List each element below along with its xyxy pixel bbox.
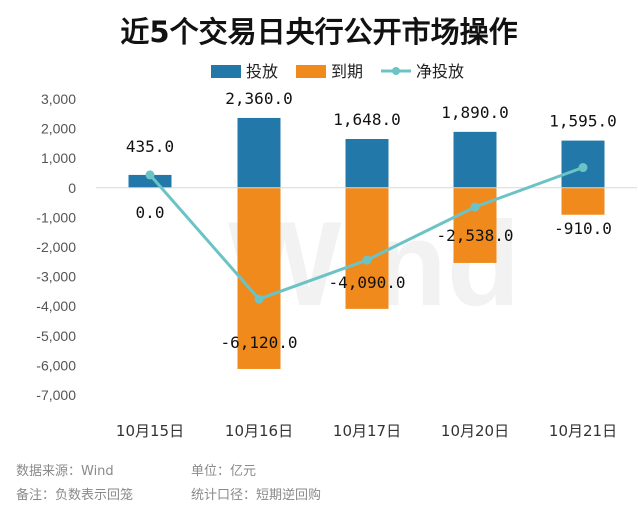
net-line bbox=[145, 163, 588, 304]
bar-daoqi bbox=[237, 187, 281, 369]
net-line-point bbox=[470, 202, 480, 212]
legend-label-net: 净投放 bbox=[416, 62, 464, 81]
legend-label-touzhi: 投放 bbox=[246, 62, 278, 81]
y-tick-label: 2,000 bbox=[41, 121, 76, 137]
net-line-point bbox=[362, 255, 372, 265]
y-tick-label: 3,000 bbox=[41, 91, 76, 107]
y-tick-label: -2,000 bbox=[36, 239, 76, 255]
legend: 投放 到期 净投放 bbox=[211, 62, 464, 81]
data-label-touzhi: 2,360.0 bbox=[225, 89, 292, 108]
legend-label-daoqi: 到期 bbox=[331, 62, 363, 81]
bar-touzhi bbox=[128, 174, 172, 188]
chart-title: 近5个交易日央行公开市场操作 bbox=[120, 15, 517, 49]
data-label-touzhi: 435.0 bbox=[126, 137, 174, 156]
legend-marker-net bbox=[392, 67, 400, 75]
data-label-touzhi: 1,890.0 bbox=[441, 103, 508, 122]
y-tick-label: -7,000 bbox=[36, 387, 76, 403]
x-tick-label: 10月21日 bbox=[549, 422, 617, 440]
y-tick-label: -4,000 bbox=[36, 298, 76, 314]
data-label-daoqi: -6,120.0 bbox=[220, 333, 297, 352]
data-label-daoqi: -4,090.0 bbox=[328, 273, 405, 292]
net-line-point bbox=[578, 163, 588, 173]
footer-note: 备注：负数表示回笼 bbox=[16, 488, 134, 503]
bar-daoqi bbox=[345, 187, 389, 309]
x-tick-label: 10月17日 bbox=[333, 422, 401, 440]
footer-scope: 统计口径：短期逆回购 bbox=[191, 488, 322, 503]
x-tick-label: 10月16日 bbox=[225, 422, 293, 440]
data-labels: 435.0 0.0 2,360.0 -6,120.0 1,648.0 -4,090.0 1,… bbox=[126, 89, 617, 352]
legend-swatch-daoqi bbox=[296, 65, 326, 78]
x-tick-label: 10月20日 bbox=[441, 422, 509, 440]
chart-area: Wind 近5个交易日央行公开市场操作 投放 到期 净投放 3,0002,000… bbox=[36, 15, 637, 440]
y-tick-label: -6,000 bbox=[36, 357, 76, 373]
data-label-daoqi: -2,538.0 bbox=[436, 226, 513, 245]
bars bbox=[96, 117, 637, 369]
y-tick-label: 1,000 bbox=[41, 150, 76, 166]
data-label-daoqi: 0.0 bbox=[136, 203, 165, 222]
x-tick-label: 10月15日 bbox=[116, 422, 184, 440]
y-tick-label: -3,000 bbox=[36, 269, 76, 285]
bar-touzhi bbox=[453, 131, 497, 188]
bar-touzhi bbox=[237, 117, 281, 188]
net-line-point bbox=[145, 170, 155, 180]
y-tick-label: -1,000 bbox=[36, 209, 76, 225]
y-tick-label: -5,000 bbox=[36, 328, 76, 344]
data-label-touzhi: 1,648.0 bbox=[333, 110, 400, 129]
data-label-touzhi: 1,595.0 bbox=[549, 112, 616, 131]
bar-touzhi bbox=[345, 139, 389, 188]
data-label-daoqi: -910.0 bbox=[554, 219, 612, 238]
y-tick-label: 0 bbox=[68, 180, 76, 196]
legend-swatch-touzhi bbox=[211, 65, 241, 78]
net-line-point bbox=[254, 294, 264, 304]
x-axis: 10月15日 10月16日 10月17日 10月20日 10月21日 bbox=[116, 422, 617, 440]
y-axis: 3,000 2,000 1,000 0 -1,000 -2,000 -3,000 -4,000… bbox=[36, 91, 76, 403]
bar-daoqi bbox=[561, 187, 605, 215]
footer-source: 数据来源：Wind bbox=[16, 464, 114, 479]
footer-unit: 单位：亿元 bbox=[191, 464, 257, 479]
